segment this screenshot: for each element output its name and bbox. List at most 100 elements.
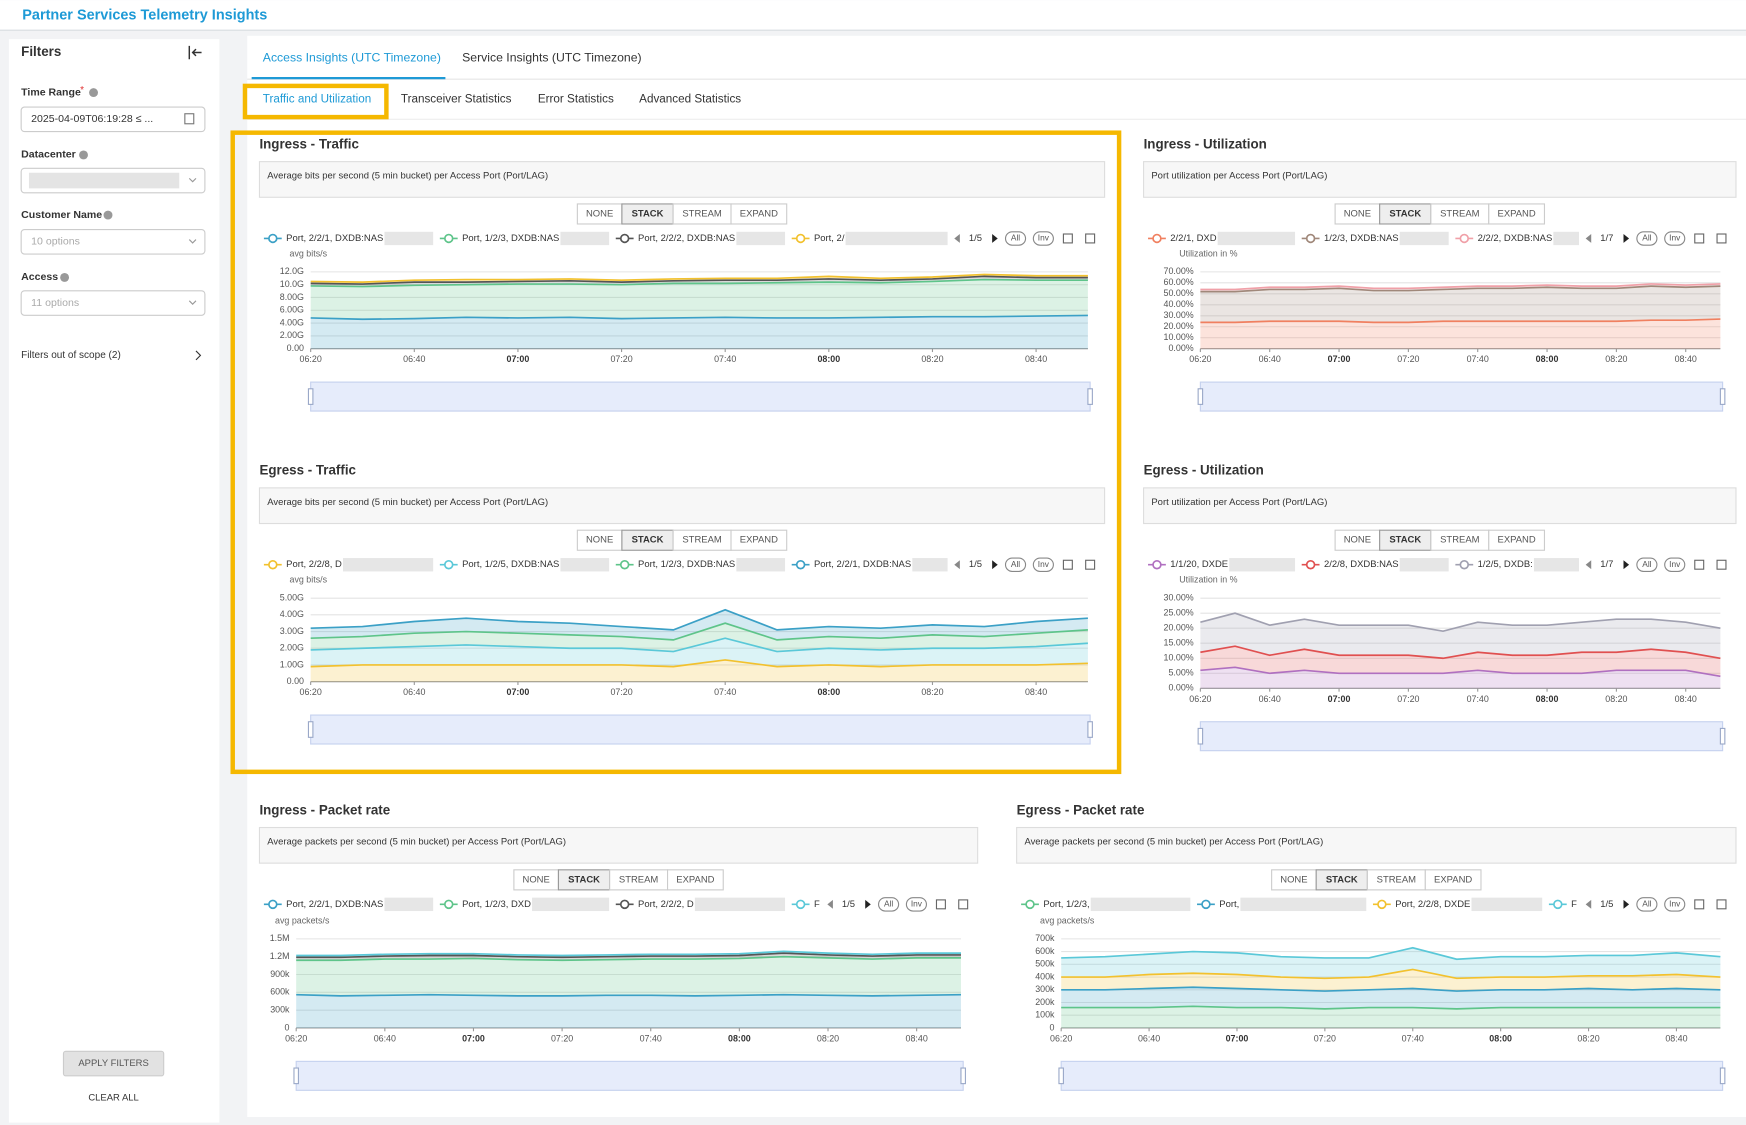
info-icon[interactable] xyxy=(60,272,70,282)
pager-prev[interactable] xyxy=(954,560,960,570)
legend-label[interactable]: Port, 2/2/1, DXDB:NAS xyxy=(286,899,383,910)
legend-label[interactable]: Port, 2/ xyxy=(814,233,845,244)
legend-label[interactable]: F xyxy=(1571,899,1577,910)
zoom-slider[interactable] xyxy=(1199,721,1724,752)
zoom-handle[interactable] xyxy=(1719,1067,1726,1085)
legend-button[interactable] xyxy=(1664,557,1686,572)
zoom-handle[interactable] xyxy=(293,1067,299,1085)
mode-button[interactable] xyxy=(1488,203,1546,225)
legend-label[interactable]: 1/1/20, DXDE xyxy=(1170,559,1228,570)
mode-button[interactable] xyxy=(730,203,788,225)
legend-label[interactable]: Port, 1/2/5, DXDB:NAS xyxy=(462,559,559,570)
legend-label[interactable]: Port, 2/2/2, D xyxy=(638,899,694,910)
zoom-handle[interactable] xyxy=(1058,1067,1064,1085)
pager-prev[interactable] xyxy=(954,234,960,243)
pager-prev[interactable] xyxy=(1585,899,1592,909)
legend-button[interactable] xyxy=(1004,557,1027,572)
legend-label[interactable]: 1/2/5, DXDB: xyxy=(1478,559,1533,570)
zoom-handle[interactable] xyxy=(1087,721,1093,738)
toolbox-icon[interactable] xyxy=(1062,559,1073,570)
zoom-handle[interactable] xyxy=(1197,727,1204,745)
legend-button[interactable] xyxy=(1664,897,1686,912)
legend-label[interactable]: 2/2/8, DXDB:NAS xyxy=(1324,559,1399,570)
subtab[interactable]: Advanced Statistics xyxy=(639,92,741,105)
clear-all[interactable]: CLEAR ALL xyxy=(88,1093,138,1104)
legend-label[interactable]: 2/2/2, DXDB:NAS xyxy=(1478,233,1553,244)
toolbox-icon[interactable] xyxy=(1694,233,1705,244)
apply-button[interactable] xyxy=(62,1050,165,1077)
zoom-handle[interactable] xyxy=(1719,727,1726,745)
pager-prev[interactable] xyxy=(827,899,833,909)
toolbox-icon[interactable] xyxy=(1062,233,1073,244)
pager-next[interactable] xyxy=(1623,234,1630,243)
legend-label[interactable]: Port, 2/2/8, DXDE xyxy=(1395,899,1470,910)
zoom-slider[interactable] xyxy=(295,1060,964,1091)
legend-button[interactable] xyxy=(878,897,900,912)
toolbox-icon[interactable] xyxy=(1085,559,1096,570)
legend-button[interactable] xyxy=(1032,557,1054,572)
legend-button[interactable] xyxy=(1636,897,1658,912)
subtab[interactable]: Transceiver Statistics xyxy=(401,92,512,105)
out-of-scope[interactable]: Filters out of scope (2) xyxy=(21,350,121,361)
zoom-handle[interactable] xyxy=(1087,388,1093,405)
pager-next[interactable] xyxy=(1623,899,1630,909)
mode-button[interactable] xyxy=(666,869,724,891)
pager-next[interactable] xyxy=(992,560,998,570)
legend-button[interactable] xyxy=(1004,231,1027,246)
zoom-handle[interactable] xyxy=(307,721,314,738)
legend-label[interactable]: Port, xyxy=(1219,899,1239,910)
toolbox-icon[interactable] xyxy=(1694,899,1705,910)
zoom-slider[interactable] xyxy=(1199,381,1724,412)
pager-prev[interactable] xyxy=(1585,560,1592,570)
toolbox-icon[interactable] xyxy=(1716,233,1727,244)
mode-button[interactable] xyxy=(1424,869,1482,891)
legend-label[interactable]: Port, 2/2/8, D xyxy=(286,559,342,570)
subtab-active[interactable]: Traffic and Utilization xyxy=(263,92,371,105)
pager-next[interactable] xyxy=(865,899,871,909)
collapse-icon[interactable] xyxy=(188,45,202,60)
info-icon[interactable] xyxy=(79,150,88,160)
customer-select[interactable] xyxy=(20,229,206,255)
toolbox-icon[interactable] xyxy=(1694,559,1705,570)
access-select[interactable] xyxy=(20,290,206,316)
zoom-handle[interactable] xyxy=(1197,388,1204,405)
toolbox-icon[interactable] xyxy=(935,899,946,910)
legend-label[interactable]: 1/2/3, DXDB:NAS xyxy=(1324,233,1399,244)
zoom-slider[interactable] xyxy=(310,714,1091,745)
y-tick-label: 0.00% xyxy=(1168,683,1193,693)
toolbox-icon[interactable] xyxy=(1716,559,1727,570)
subtab[interactable]: Error Statistics xyxy=(538,92,614,105)
pager-next[interactable] xyxy=(1623,560,1630,570)
mode-button[interactable] xyxy=(730,529,788,551)
toolbox-icon[interactable] xyxy=(1716,899,1727,910)
legend-label[interactable]: Port, 1/2/3, DXDB:NAS xyxy=(638,559,735,570)
legend-button[interactable] xyxy=(1664,231,1686,246)
pager-next[interactable] xyxy=(992,234,998,243)
info-icon[interactable] xyxy=(103,210,113,220)
mode-button[interactable] xyxy=(1488,529,1546,551)
legend-button[interactable] xyxy=(1636,557,1658,572)
zoom-slider[interactable] xyxy=(1060,1060,1724,1091)
legend-label[interactable]: Port, 1/2/3, DXD xyxy=(462,899,531,910)
legend-label[interactable]: Port, 1/2/3, xyxy=(1043,899,1089,910)
pager-prev[interactable] xyxy=(1585,234,1592,243)
info-icon[interactable] xyxy=(89,88,98,98)
legend-label[interactable]: 2/2/1, DXD xyxy=(1170,233,1216,244)
legend-label[interactable]: Port, 2/2/2, DXDB:NAS xyxy=(638,233,735,244)
legend-label[interactable]: F xyxy=(814,899,820,910)
legend-button[interactable] xyxy=(905,897,928,912)
zoom-slider[interactable] xyxy=(310,381,1091,412)
time-range-input[interactable] xyxy=(20,106,206,133)
legend-label[interactable]: Port, 2/2/1, DXDB:NAS xyxy=(286,233,383,244)
legend-label[interactable]: Port, 2/2/1, DXDB:NAS xyxy=(814,559,911,570)
legend-button[interactable] xyxy=(1636,231,1658,246)
toolbox-icon[interactable] xyxy=(958,899,969,910)
legend-button[interactable] xyxy=(1032,231,1054,246)
toolbox-icon[interactable] xyxy=(1085,233,1096,244)
tab-active[interactable]: Access Insights (UTC Timezone) xyxy=(263,50,441,64)
zoom-handle[interactable] xyxy=(307,388,314,405)
tab[interactable]: Service Insights (UTC Timezone) xyxy=(462,50,642,64)
legend-label[interactable]: Port, 1/2/3, DXDB:NAS xyxy=(462,233,559,244)
zoom-handle[interactable] xyxy=(960,1067,966,1085)
zoom-handle[interactable] xyxy=(1719,388,1726,405)
